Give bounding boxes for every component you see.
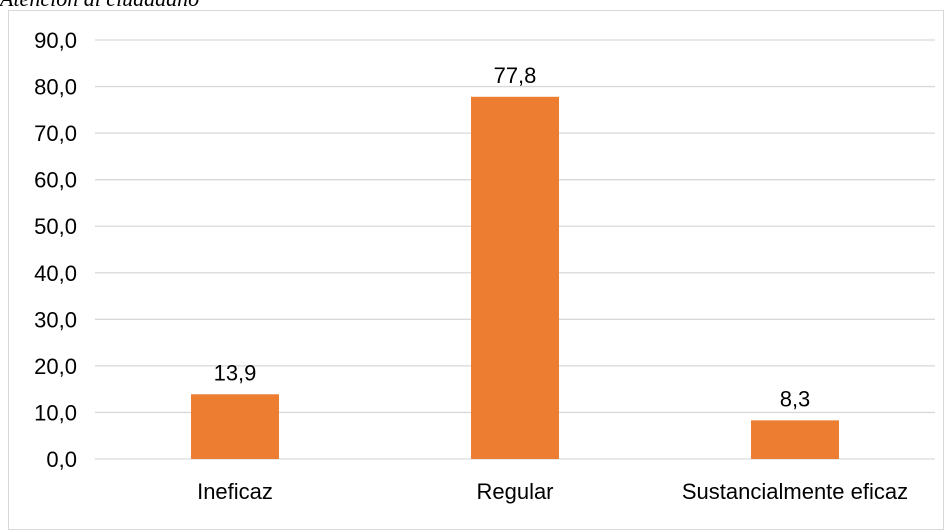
data-label: 13,9	[214, 360, 257, 385]
x-tick-label: Sustancialmente eficaz	[682, 479, 908, 504]
y-tick-label: 90,0	[34, 28, 77, 53]
bar-chart: 0,010,020,030,040,050,060,070,080,090,0 …	[34, 28, 935, 504]
x-tick-label: Ineficaz	[197, 479, 273, 504]
data-label: 8,3	[780, 386, 811, 411]
y-tick-label: 70,0	[34, 121, 77, 146]
y-tick-label: 80,0	[34, 75, 77, 100]
bar-regular	[471, 96, 559, 459]
y-tick-label: 10,0	[34, 400, 77, 425]
y-tick-label: 60,0	[34, 168, 77, 193]
bar-ineficaz	[191, 394, 279, 459]
chart-caption: Atención al ciudadano	[0, 0, 199, 10]
data-label: 77,8	[494, 63, 537, 88]
x-axis-ticks: Ineficaz Regular Sustancialmente eficaz	[197, 479, 908, 504]
y-tick-label: 0,0	[46, 447, 77, 472]
y-tick-label: 30,0	[34, 307, 77, 332]
bars	[191, 96, 839, 459]
y-tick-label: 40,0	[34, 261, 77, 286]
data-labels: 13,9 77,8 8,3	[214, 63, 811, 412]
y-tick-label: 20,0	[34, 354, 77, 379]
bar-sustancialmente-eficaz	[751, 420, 839, 459]
y-axis-ticks: 0,0 10,0 20,0 30,0 40,0 50,0 60,0 70,0 80,0 90,0	[34, 28, 77, 472]
x-tick-label: Regular	[476, 479, 553, 504]
y-tick-label: 50,0	[34, 214, 77, 239]
